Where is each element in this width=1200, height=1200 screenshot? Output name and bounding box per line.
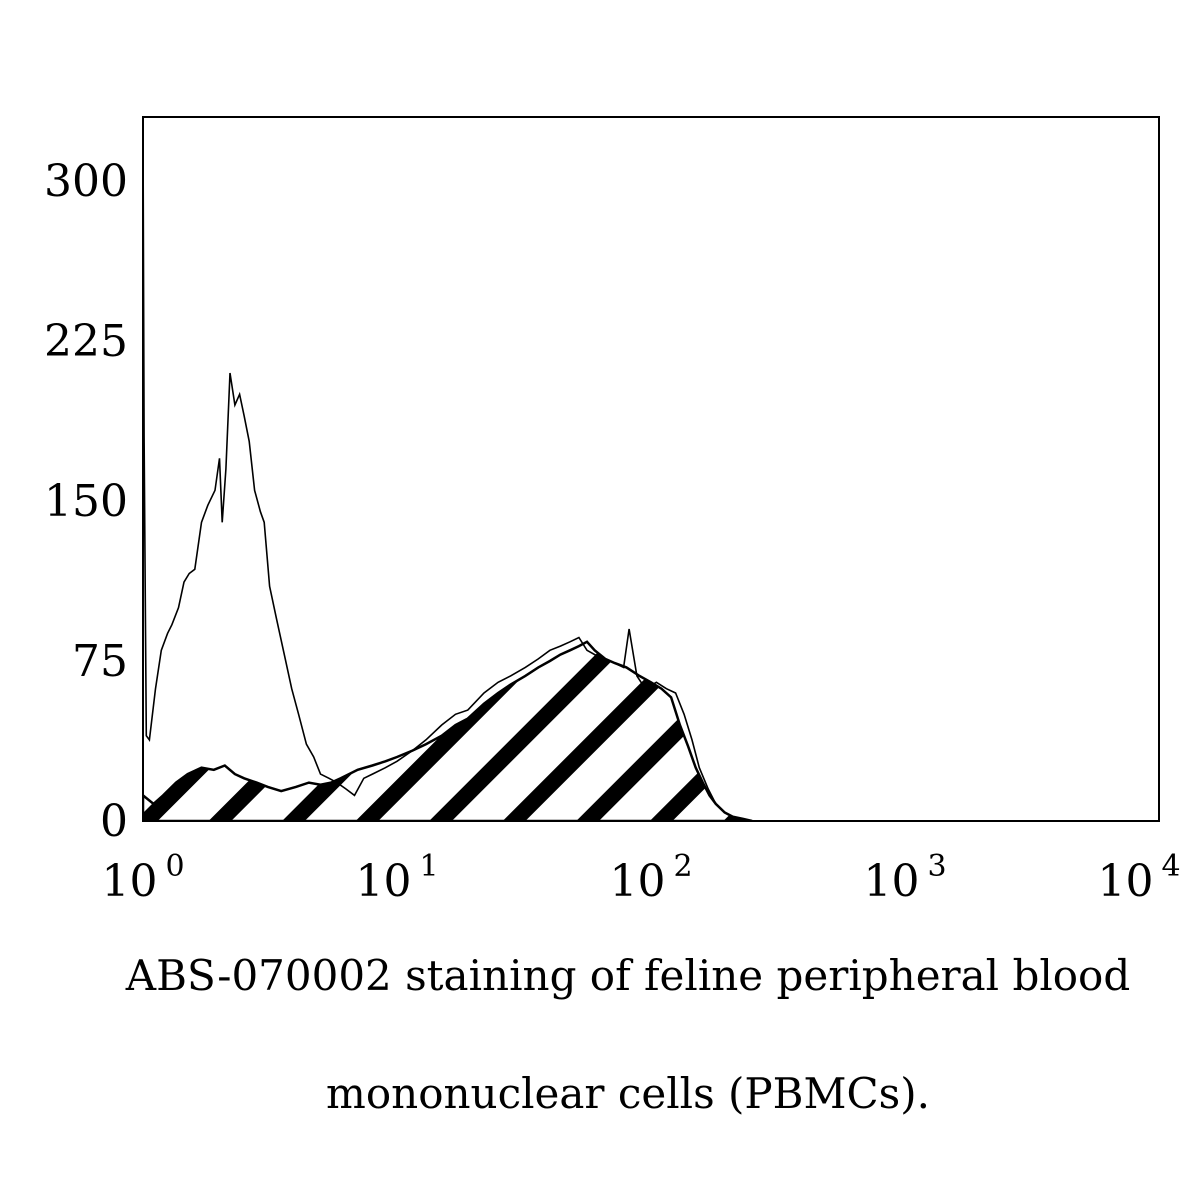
x-tick-label: 10 4 [1097, 849, 1180, 907]
plot-frame [142, 116, 1160, 822]
caption-line-2: mononuclear cells (PBMCs). [326, 1069, 930, 1118]
caption-line-1: ABS-070002 staining of feline peripheral… [125, 951, 1130, 1000]
x-tick-label: 10 1 [355, 849, 438, 907]
x-tick-label: 10 0 [101, 849, 184, 907]
y-tick-label: 0 [100, 796, 128, 847]
y-tick-label: 75 [72, 636, 128, 687]
y-tick-label: 225 [44, 316, 128, 367]
x-tick-label: 10 3 [863, 849, 946, 907]
x-tick-label: 10 2 [609, 849, 692, 907]
y-tick-label: 300 [44, 156, 128, 207]
series-hatched-area [143, 640, 753, 821]
y-tick-label: 150 [44, 476, 128, 527]
